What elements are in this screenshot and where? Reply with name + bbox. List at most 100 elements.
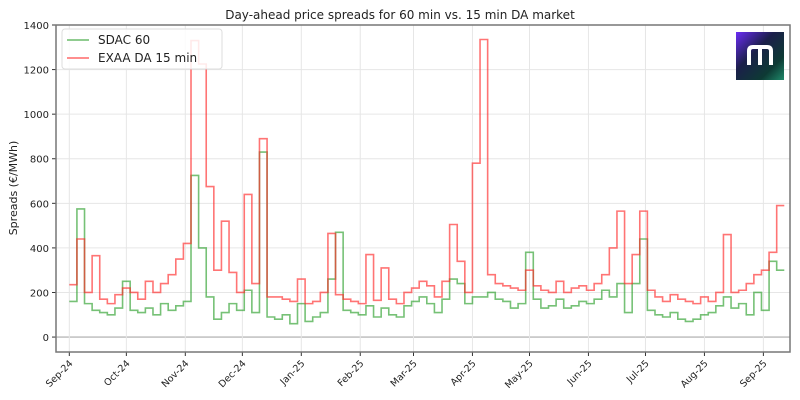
data-point	[107, 314, 115, 316]
data-point	[739, 289, 747, 291]
data-point	[153, 314, 161, 316]
x-tick-label: Dec-24	[217, 358, 249, 390]
data-point	[92, 255, 100, 257]
data-point	[769, 251, 777, 253]
data-point	[716, 291, 724, 293]
data-point	[343, 298, 351, 300]
data-point	[328, 232, 336, 234]
data-point	[587, 289, 595, 291]
data-point	[183, 300, 191, 302]
data-point	[214, 269, 222, 271]
data-point	[305, 303, 313, 305]
data-point	[381, 307, 389, 309]
data-point	[176, 258, 184, 260]
data-point	[472, 296, 480, 298]
data-point	[115, 294, 123, 296]
x-tick-label: Aug-25	[679, 358, 711, 390]
data-point	[252, 312, 260, 314]
data-point	[670, 294, 678, 296]
data-point	[100, 298, 108, 300]
data-point	[381, 267, 389, 269]
data-point	[145, 307, 153, 309]
x-tick-label: Sep-25	[738, 358, 769, 389]
data-point	[602, 274, 610, 276]
data-point	[655, 296, 663, 298]
data-point	[510, 287, 518, 289]
data-point	[176, 305, 184, 307]
data-point	[564, 307, 572, 309]
data-point	[320, 291, 328, 293]
x-tick-label: Jan-25	[278, 358, 308, 388]
data-point	[640, 238, 648, 240]
data-point	[495, 283, 503, 285]
data-point	[716, 305, 724, 307]
data-point	[609, 247, 617, 249]
data-point	[777, 205, 785, 207]
data-point	[647, 289, 655, 291]
data-point	[351, 312, 359, 314]
data-point	[518, 303, 526, 305]
data-point	[221, 312, 229, 314]
data-point	[594, 298, 602, 300]
y-tick-label: 1400	[24, 21, 49, 32]
data-point	[472, 162, 480, 164]
data-point	[602, 289, 610, 291]
data-point	[237, 309, 245, 311]
data-point	[663, 300, 671, 302]
y-tick-label: 400	[30, 244, 49, 255]
data-point	[351, 300, 359, 302]
data-point	[465, 291, 473, 293]
data-point	[313, 300, 321, 302]
data-point	[275, 318, 283, 320]
data-point	[85, 291, 93, 293]
data-point	[123, 280, 131, 282]
plot-area	[69, 38, 785, 325]
data-point	[199, 247, 207, 249]
data-point	[130, 291, 138, 293]
data-point	[396, 316, 404, 318]
data-point	[495, 298, 503, 300]
data-point	[290, 300, 298, 302]
y-tick-label: 800	[30, 155, 49, 166]
data-point	[457, 283, 465, 285]
y-axis-label: Spreads (€/MWh)	[7, 141, 20, 236]
data-point	[480, 296, 488, 298]
data-point	[358, 314, 366, 316]
data-point	[708, 300, 716, 302]
data-point	[374, 299, 382, 301]
data-point	[328, 278, 336, 280]
data-point	[191, 174, 199, 176]
data-point	[526, 251, 534, 253]
data-point	[389, 298, 397, 300]
x-tick-label: Oct-24	[102, 358, 132, 388]
data-point	[161, 283, 169, 285]
data-point	[739, 303, 747, 305]
data-point	[153, 291, 161, 293]
data-point	[625, 312, 633, 314]
data-point	[678, 298, 686, 300]
data-point	[145, 280, 153, 282]
data-point	[723, 296, 731, 298]
data-point	[161, 303, 169, 305]
y-tick-label: 1200	[24, 66, 49, 77]
data-point	[541, 307, 549, 309]
data-point	[518, 289, 526, 291]
data-point	[503, 300, 511, 302]
data-point	[244, 193, 252, 195]
data-point	[259, 151, 267, 153]
axes-frame	[55, 24, 791, 353]
data-point	[457, 260, 465, 262]
x-tick-label: Feb-25	[336, 358, 367, 389]
data-point	[130, 309, 138, 311]
data-point	[206, 296, 214, 298]
data-point	[533, 298, 541, 300]
data-point	[541, 289, 549, 291]
data-point	[609, 296, 617, 298]
data-point	[69, 284, 77, 286]
x-tick-label: Apr-25	[449, 358, 479, 388]
data-point	[297, 278, 305, 280]
data-point	[336, 294, 344, 296]
data-point	[663, 316, 671, 318]
data-point	[77, 208, 85, 210]
